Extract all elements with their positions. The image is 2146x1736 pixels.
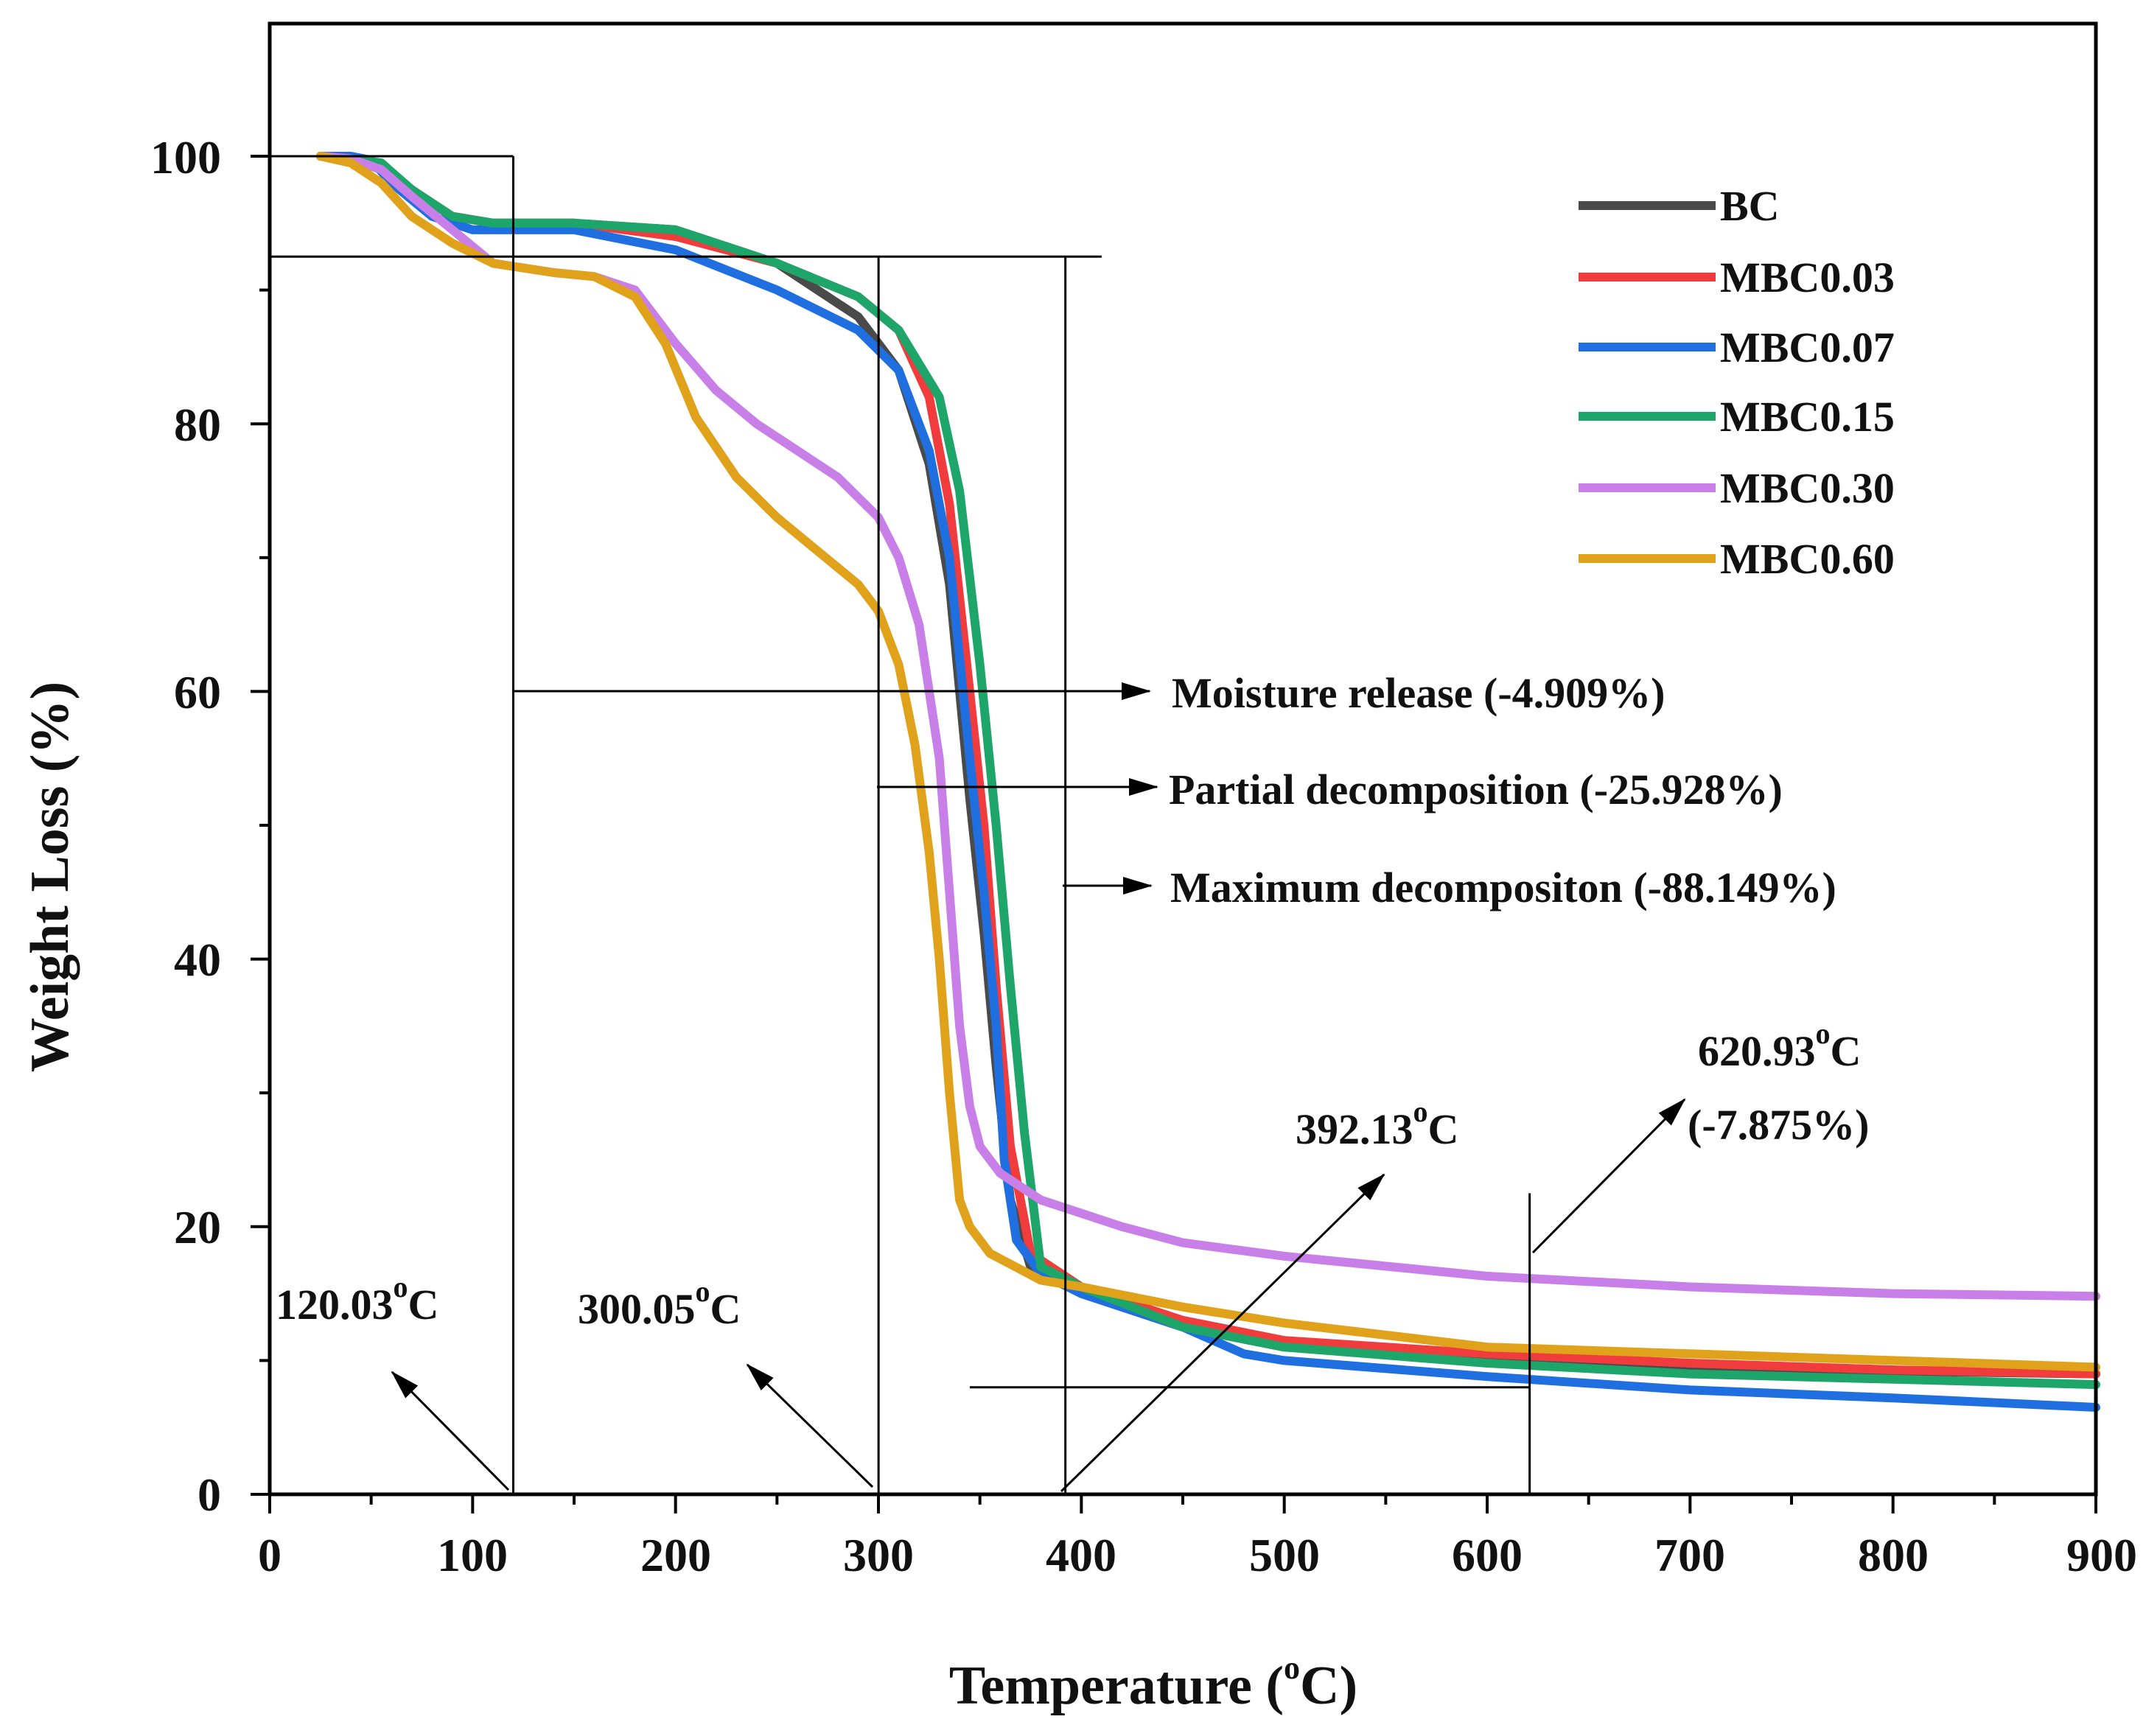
y-axis-title: Weight Loss (%) bbox=[20, 682, 80, 1072]
stage-annotations: Moisture release (-4.909%) Partial decom… bbox=[513, 669, 1836, 911]
y-tick-label: 100 bbox=[150, 131, 221, 183]
guide-lines bbox=[270, 155, 1531, 1494]
plot-frame bbox=[268, 21, 2098, 1497]
x-tick-label: 100 bbox=[437, 1529, 508, 1581]
y-tick-label: 0 bbox=[198, 1469, 221, 1521]
legend-label-mbc060: MBC0.60 bbox=[1720, 535, 1895, 583]
arrow-392 bbox=[1060, 1173, 1385, 1493]
y-tick-label: 60 bbox=[174, 666, 221, 718]
series-line-mbc060 bbox=[315, 152, 2100, 1372]
maximum-label: Maximum decompositon (-88.149%) bbox=[1170, 864, 1836, 911]
label-620-loss: (-7.875%) bbox=[1688, 1101, 1869, 1149]
legend-label-mbc007: MBC0.07 bbox=[1720, 323, 1895, 371]
x-tick-label: 0 bbox=[258, 1529, 282, 1581]
legend-label-mbc030: MBC0.30 bbox=[1720, 464, 1895, 512]
y-tick-labels: 0 20 40 60 80 100 bbox=[150, 131, 221, 1521]
label-120: 120.03oC bbox=[276, 1270, 438, 1329]
moisture-label: Moisture release (-4.909%) bbox=[1172, 669, 1666, 717]
label-620: 620.93oC bbox=[1698, 1017, 1861, 1075]
legend: BC MBC0.03 MBC0.07 MBC0.15 MBC0.30 MBC0.… bbox=[1579, 182, 1895, 583]
y-tick-label: 40 bbox=[174, 934, 221, 986]
x-tick-label: 200 bbox=[640, 1529, 711, 1581]
x-tick-label: 500 bbox=[1249, 1529, 1320, 1581]
label-392: 392.13oC bbox=[1296, 1095, 1458, 1153]
x-tick-labels: 0 100 200 300 400 500 600 700 800 900 bbox=[258, 1529, 2137, 1581]
x-tick-label: 400 bbox=[1046, 1529, 1116, 1581]
legend-label-bc: BC bbox=[1720, 182, 1780, 230]
legend-label-mbc003: MBC0.03 bbox=[1720, 253, 1895, 301]
partial-label: Partial decomposition (-25.928%) bbox=[1169, 766, 1783, 813]
x-tick-label: 700 bbox=[1654, 1529, 1725, 1581]
arrow-300 bbox=[746, 1363, 874, 1488]
arrow-620 bbox=[1531, 1098, 1686, 1254]
x-axis-title: Temperature (oC) bbox=[949, 1650, 1357, 1716]
tick-marks bbox=[251, 155, 2097, 1513]
x-tick-label: 600 bbox=[1452, 1529, 1523, 1581]
y-tick-label: 80 bbox=[174, 399, 221, 451]
x-tick-label: 900 bbox=[2066, 1529, 2137, 1581]
x-tick-label: 300 bbox=[843, 1529, 914, 1581]
x-tick-label: 800 bbox=[1858, 1529, 1929, 1581]
temperature-annotations: 120.03oC 300.05oC 392.13oC 620.93oC (-7.… bbox=[276, 1017, 1869, 1493]
y-tick-label: 20 bbox=[174, 1201, 221, 1253]
series-line-mbc015 bbox=[315, 152, 2100, 1390]
arrow-120 bbox=[391, 1371, 510, 1491]
legend-label-mbc015: MBC0.15 bbox=[1720, 393, 1895, 441]
label-300: 300.05oC bbox=[578, 1275, 741, 1333]
series-layer bbox=[315, 152, 2100, 1412]
